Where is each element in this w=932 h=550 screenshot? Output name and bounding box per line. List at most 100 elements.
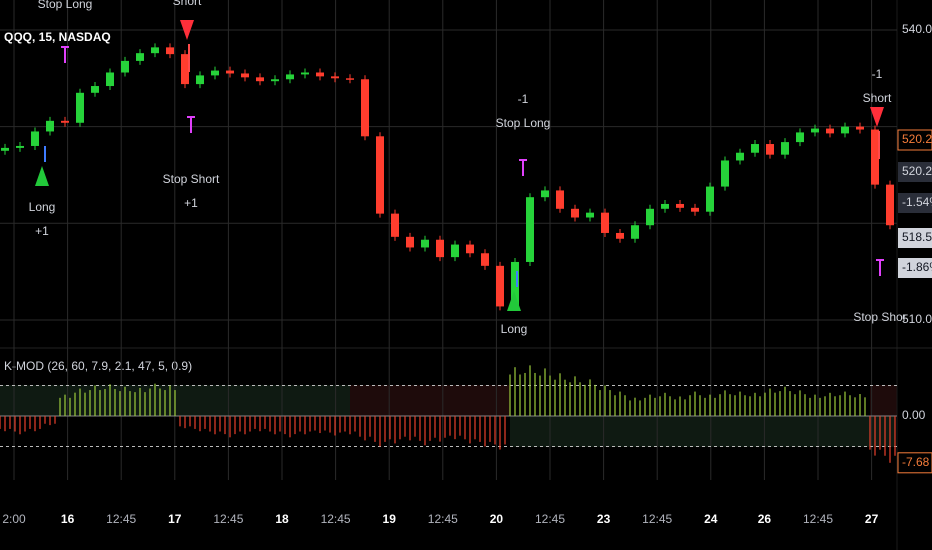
histogram-bar	[704, 397, 706, 416]
histogram-bar	[359, 415, 361, 437]
candle	[766, 144, 774, 155]
histogram-bar	[29, 415, 31, 429]
histogram-bar	[274, 415, 276, 435]
candle	[721, 160, 729, 187]
price-label: -1.86%	[902, 260, 932, 274]
histogram-bar	[554, 379, 556, 416]
histogram-bar	[614, 395, 616, 416]
candle	[181, 54, 189, 85]
histogram-bar	[834, 396, 836, 416]
candle	[391, 213, 399, 237]
candle	[196, 75, 204, 85]
histogram-bar	[659, 396, 661, 416]
histogram-bar	[64, 394, 66, 416]
histogram-bar	[814, 394, 816, 416]
histogram-bar	[244, 415, 246, 435]
histogram-bar	[644, 397, 646, 416]
histogram-bar	[779, 391, 781, 416]
histogram-bar	[544, 368, 546, 416]
histogram-bar	[269, 415, 271, 432]
indicator-shade	[870, 385, 897, 416]
x-tick-label: 20	[490, 512, 504, 526]
x-tick-label: 12:45	[535, 512, 565, 526]
histogram-bar	[639, 400, 641, 416]
candle	[301, 72, 309, 75]
candle	[46, 120, 54, 132]
x-tick-label: 26	[758, 512, 772, 526]
histogram-bar	[719, 394, 721, 416]
candle	[796, 132, 804, 143]
histogram-bar	[394, 415, 396, 444]
candle	[211, 70, 219, 76]
histogram-bar	[219, 415, 221, 432]
histogram-bar	[839, 395, 841, 416]
histogram-bar	[4, 415, 6, 432]
histogram-bar	[84, 392, 86, 416]
candle	[811, 128, 819, 133]
price-label: 520.27	[902, 164, 932, 178]
histogram-bar	[169, 385, 171, 416]
price-label-box	[898, 228, 932, 248]
histogram-bar	[759, 396, 761, 416]
candle	[751, 144, 759, 153]
histogram-bar	[9, 415, 11, 429]
candle	[646, 208, 654, 226]
histogram-bar	[399, 415, 401, 440]
candle	[286, 74, 294, 80]
histogram-bar	[524, 372, 526, 416]
signal-label: Long	[501, 322, 528, 336]
histogram-bar	[144, 392, 146, 416]
histogram-bar	[194, 415, 196, 429]
candle	[481, 253, 489, 266]
histogram-bar	[184, 415, 186, 429]
histogram-bar	[579, 382, 581, 416]
histogram-bar	[384, 415, 386, 442]
histogram-bar	[879, 415, 881, 450]
candle	[16, 145, 24, 148]
candle	[556, 190, 564, 209]
histogram-bar	[159, 388, 161, 416]
histogram-bar	[484, 415, 486, 447]
histogram-bar	[264, 415, 266, 429]
histogram-bar	[114, 389, 116, 416]
histogram-bar	[869, 415, 871, 450]
histogram-bar	[34, 415, 36, 432]
histogram-bar	[574, 376, 576, 416]
histogram-bar	[374, 415, 376, 442]
histogram-bar	[449, 415, 451, 436]
histogram-bar	[434, 415, 436, 438]
x-tick-label: 12:45	[213, 512, 243, 526]
long-marker	[507, 291, 521, 311]
histogram-bar	[104, 389, 106, 416]
histogram-bar	[634, 397, 636, 416]
histogram-bar	[189, 415, 191, 427]
histogram-bar	[99, 390, 101, 416]
histogram-bar	[884, 415, 886, 456]
histogram-bar	[334, 415, 336, 436]
candle	[496, 265, 504, 307]
candle	[361, 79, 369, 137]
histogram-bar	[14, 415, 16, 432]
histogram-bar	[784, 386, 786, 416]
histogram-bar	[74, 392, 76, 416]
candle	[466, 244, 474, 254]
price-label-box	[898, 193, 932, 213]
last-value-label: -7.68	[902, 455, 930, 469]
histogram-bar	[344, 415, 346, 432]
histogram-bar	[414, 415, 416, 437]
candle	[826, 128, 834, 134]
histogram-bar	[844, 391, 846, 416]
histogram-bar	[469, 415, 471, 444]
histogram-bar	[249, 415, 251, 432]
histogram-bar	[729, 394, 731, 416]
histogram-bar	[444, 415, 446, 438]
candle	[541, 190, 549, 198]
y-tick-label: 540.00	[902, 22, 932, 36]
histogram-bar	[209, 415, 211, 432]
histogram-bar	[489, 415, 491, 442]
histogram-bar	[259, 415, 261, 432]
histogram-bar	[609, 390, 611, 416]
candle	[166, 47, 174, 55]
candle	[676, 203, 684, 208]
